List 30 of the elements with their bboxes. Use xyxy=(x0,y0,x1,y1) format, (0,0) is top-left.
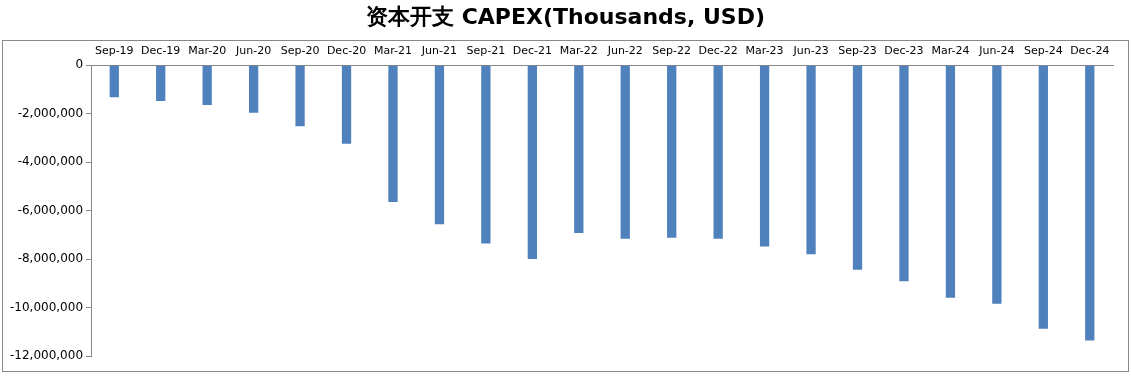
y-tick-label: -12,000,000 xyxy=(9,348,84,363)
x-tick-label: Mar-21 xyxy=(373,44,412,58)
y-tick-label: -10,000,000 xyxy=(9,299,84,314)
x-tick-label: Dec-21 xyxy=(512,44,552,58)
y-tick-label: -8,000,000 xyxy=(17,251,84,266)
y-tick-label: -6,000,000 xyxy=(17,202,84,217)
x-tick-label: Mar-20 xyxy=(188,44,227,58)
x-tick-label: Sep-23 xyxy=(838,44,877,58)
x-tick-label: Dec-23 xyxy=(884,44,924,58)
x-tick-label: Dec-24 xyxy=(1070,44,1110,58)
x-tick-label: Jun-21 xyxy=(420,44,458,58)
x-tick-label: Jun-22 xyxy=(606,44,643,58)
y-tick-label: 0 xyxy=(75,57,84,72)
x-tick-label: Sep-21 xyxy=(466,44,506,58)
x-tick-label: Sep-20 xyxy=(280,44,320,58)
x-tick-label: Sep-19 xyxy=(94,44,134,58)
x-tick-label: Mar-22 xyxy=(559,44,598,58)
x-tick-label: Mar-24 xyxy=(931,44,970,58)
x-tick-label: Jun-23 xyxy=(792,44,829,58)
y-tick-label: -4,000,000 xyxy=(17,154,84,169)
chart-title: 资本开支 CAPEX(Thousands, USD) xyxy=(365,3,766,31)
y-tick-label: -2,000,000 xyxy=(17,105,84,120)
x-tick-label: Dec-22 xyxy=(698,44,738,58)
x-tick-label: Dec-20 xyxy=(326,44,367,58)
x-tick-label: Jun-20 xyxy=(235,44,272,58)
x-tick-label: Mar-23 xyxy=(745,44,784,58)
x-tick-label: Sep-22 xyxy=(652,44,692,58)
x-tick-label: Dec-19 xyxy=(141,44,181,58)
x-tick-label: Sep-24 xyxy=(1023,44,1063,58)
x-tick-label: Jun-24 xyxy=(978,44,1015,58)
